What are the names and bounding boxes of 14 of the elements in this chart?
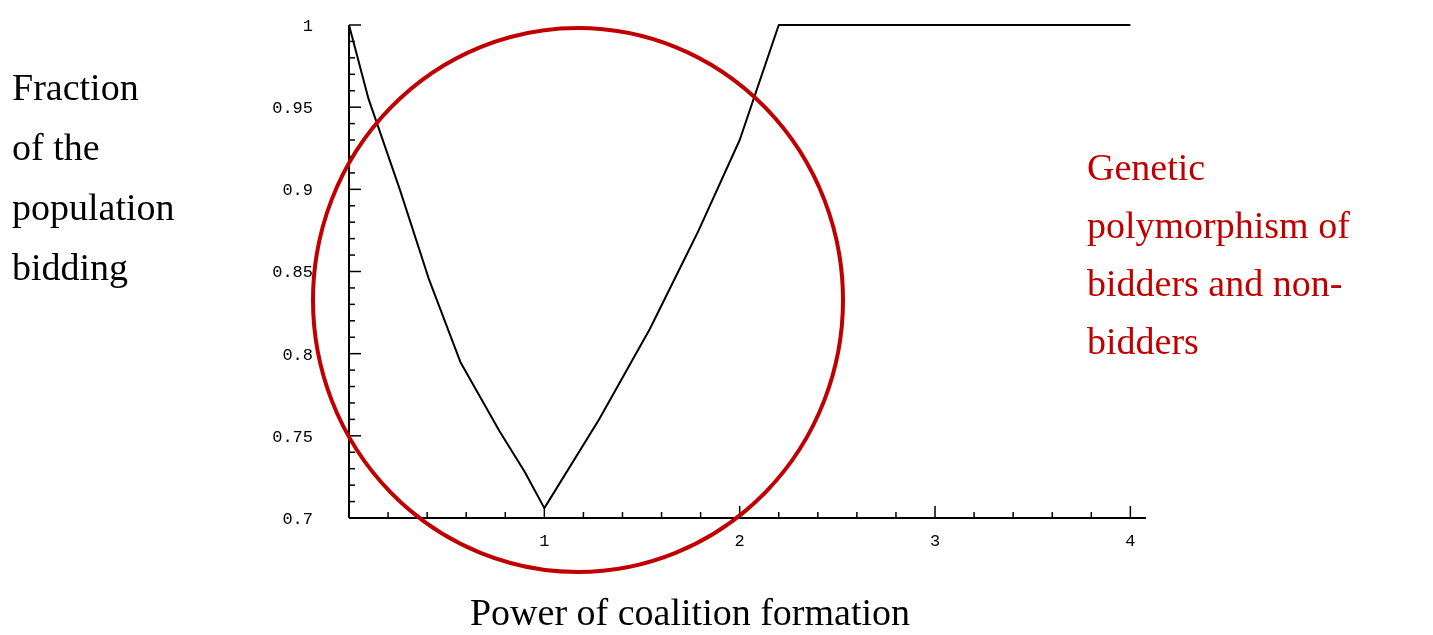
y-tick-label: 0.9 xyxy=(282,181,313,201)
y-tick-label: 0.8 xyxy=(282,345,313,365)
y-tick-label: 0.85 xyxy=(272,263,313,283)
y-tick-label: 1 xyxy=(302,16,313,36)
y-tick-label: 0.7 xyxy=(282,509,313,529)
x-tick-label: 3 xyxy=(929,532,941,551)
y-tick-label: 0.75 xyxy=(272,427,313,447)
annotation: Genetic polymorphism of bidders and non-bidders xyxy=(1087,146,1351,362)
x-tick-label: 4 xyxy=(1125,532,1136,551)
x-axis-title: Power of coalition formation xyxy=(469,591,911,633)
y-tick-label: 0.95 xyxy=(272,99,313,119)
y-axis-title: Fraction of the population bidding xyxy=(12,66,175,288)
x-tick-label: 1 xyxy=(539,532,550,551)
x-tick-label: 2 xyxy=(734,532,745,551)
